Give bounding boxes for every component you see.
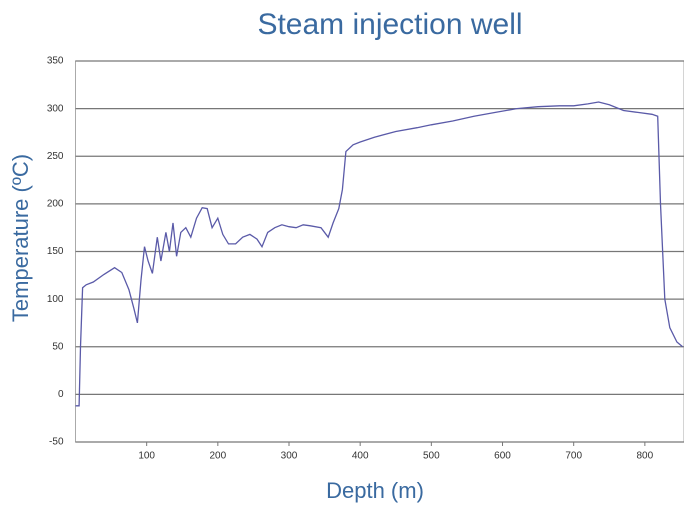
y-tick-label: 50 — [52, 341, 64, 352]
x-tick-label: 600 — [494, 451, 511, 462]
y-tick-label: 350 — [47, 56, 64, 67]
y-tick-label: 200 — [47, 199, 64, 210]
chart-title: Steam injection well — [257, 8, 522, 41]
y-tick-label: 100 — [47, 294, 64, 305]
x-tick-label: 100 — [138, 451, 155, 462]
x-tick-label: 300 — [281, 451, 298, 462]
y-tick-label: 150 — [47, 246, 64, 257]
x-tick-label: 800 — [637, 451, 654, 462]
x-tick-label: 200 — [209, 451, 226, 462]
x-axis-label: Depth (m) — [326, 478, 424, 503]
x-tick-label: 500 — [423, 451, 440, 462]
y-axis-label: Temperature (ºC) — [8, 154, 33, 322]
data-line — [75, 101, 684, 407]
x-tick-label: 700 — [565, 451, 582, 462]
y-tick-label: -50 — [49, 437, 64, 448]
y-tick-label: 0 — [58, 389, 64, 400]
x-tick-label: 400 — [352, 451, 369, 462]
y-tick-label: 300 — [47, 103, 64, 114]
y-tick-label: 250 — [47, 151, 64, 162]
